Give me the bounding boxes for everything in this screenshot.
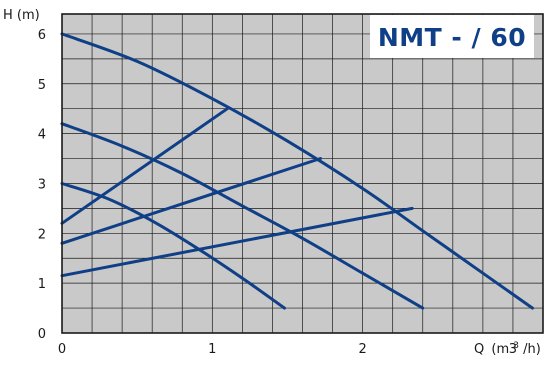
y-tick-label: 3	[38, 177, 46, 192]
x-axis-label-unit-open: (m	[491, 342, 509, 357]
x-tick-label: 2	[358, 342, 366, 357]
curve-line-3	[60, 182, 286, 310]
y-tick-label: 5	[38, 78, 46, 93]
chart-title: NMT - / 60	[378, 23, 526, 52]
x-axis-label-prefix: Q	[474, 342, 484, 357]
curve-line-2	[60, 122, 425, 310]
x-tick-label: 3	[509, 342, 517, 357]
y-tick-label: 6	[38, 28, 46, 43]
y-tick-label: 2	[38, 227, 46, 242]
x-axis-label-unit-sup: 3	[513, 341, 519, 351]
curve-line-6	[60, 206, 414, 278]
y-tick-label: 1	[38, 277, 46, 292]
y-tick-label: 4	[38, 128, 46, 143]
y-tick-labels: 0 1 2 3 4 5 6	[38, 28, 46, 342]
plot-frame	[61, 13, 544, 334]
x-tick-labels: 0 1 2 3	[58, 342, 517, 357]
x-axis-label: Q (m 3 /h)	[474, 337, 541, 357]
curve-line-1	[60, 32, 534, 310]
x-tick-label: 0	[58, 342, 66, 357]
curves	[60, 32, 534, 310]
y-axis-label: H (m)	[3, 8, 40, 23]
y-tick-label: 0	[38, 327, 46, 342]
curve-line-5	[60, 157, 322, 245]
curve-line-4	[60, 107, 229, 225]
title-box	[370, 15, 534, 58]
x-axis-label-unit-close: /h)	[523, 342, 541, 357]
x-tick-label: 1	[208, 342, 216, 357]
